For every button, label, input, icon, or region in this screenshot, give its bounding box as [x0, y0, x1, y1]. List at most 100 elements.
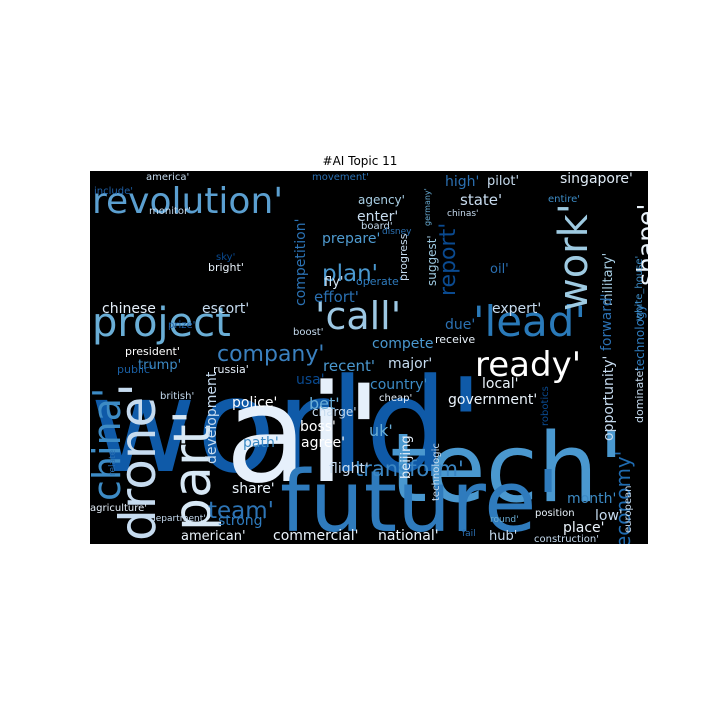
word-21: high': [445, 174, 479, 190]
word-56: boss': [300, 419, 336, 435]
word-98: receive: [435, 333, 475, 346]
word-89: sky': [216, 252, 235, 263]
word-62: dominate': [633, 368, 646, 423]
word-17: economy': [611, 451, 635, 544]
word-83: department': [150, 514, 206, 524]
word-25: enter': [357, 209, 398, 225]
word-42: public': [117, 363, 153, 376]
word-19: team': [208, 498, 274, 524]
word-93: operate': [356, 275, 402, 288]
word-71: place': [563, 520, 605, 536]
word-33: oil': [490, 262, 509, 277]
word-37: military': [601, 253, 616, 306]
word-3: future': [280, 453, 560, 544]
word-53: police': [232, 395, 277, 411]
word-23: state': [460, 191, 502, 209]
word-35: escort': [202, 301, 249, 317]
word-72: european: [623, 486, 634, 533]
word-66: flight': [329, 461, 369, 477]
word-82: agriculture': [90, 503, 147, 514]
word-47: major': [388, 356, 432, 372]
word-86: include': [94, 186, 133, 197]
word-64: path': [243, 435, 279, 451]
word-43: russia': [213, 363, 249, 376]
word-99: due': [445, 317, 475, 333]
word-1: ai': [225, 356, 382, 513]
word-67: beijing: [399, 435, 414, 479]
word-11: ready': [475, 345, 581, 385]
word-87: monitor': [149, 206, 191, 217]
word-7: revolution': [92, 181, 283, 222]
word-70: low': [595, 508, 623, 524]
word-68: technologic: [431, 443, 442, 501]
word-50: government': [448, 392, 537, 408]
word-20: singapore': [560, 171, 633, 187]
word-26: prepare': [322, 231, 380, 247]
word-4: project: [92, 300, 231, 346]
word-2: tech': [390, 414, 624, 524]
word-5: 'call': [315, 294, 401, 338]
word-58: cheap': [379, 393, 412, 404]
word-15: report': [436, 223, 461, 296]
word-cloud-canvas: world'ai' tech'future' project 'call' 'lead'…: [90, 171, 648, 544]
word-95: chinas': [447, 209, 479, 219]
word-97: boost': [293, 327, 323, 338]
word-31: suggest': [425, 235, 439, 286]
word-0: world': [90, 350, 484, 502]
word-8: drone': [109, 383, 167, 541]
word-81: fail: [462, 529, 476, 539]
word-77: hub': [489, 529, 517, 544]
word-46: compete: [372, 336, 434, 352]
word-49: local': [482, 376, 518, 392]
word-96: prize': [168, 320, 195, 331]
word-69: month': [567, 491, 616, 507]
word-28: effort': [314, 288, 359, 306]
word-94: entire': [548, 194, 580, 205]
chart-title: #AI Topic 11: [322, 154, 398, 168]
word-75: commercial': [273, 528, 359, 544]
word-76: national': [378, 528, 439, 544]
word-27: fly': [324, 275, 343, 290]
word-91: board': [361, 221, 393, 232]
word-61: opportunity': [601, 356, 617, 441]
word-13: shape': [632, 204, 648, 286]
word-52: development: [204, 371, 220, 464]
word-44: usa': [296, 372, 325, 388]
word-30: progress: [397, 233, 410, 281]
word-88: movement': [312, 172, 369, 183]
word-85: america': [146, 172, 189, 183]
word-34: chinese: [102, 301, 156, 317]
word-55: charge': [312, 405, 357, 419]
word-60: robotics: [540, 386, 551, 426]
word-59: uk': [369, 421, 393, 440]
word-84: relate: [108, 449, 118, 476]
word-14: plan': [322, 261, 378, 287]
word-63: forward': [599, 293, 615, 351]
word-79: position: [535, 508, 575, 519]
word-10: work': [551, 203, 597, 311]
word-90: bright': [208, 261, 244, 274]
word-16: transform': [355, 457, 464, 481]
word-73: strong': [218, 513, 266, 529]
word-51: british': [160, 391, 194, 402]
word-22: pilot': [487, 174, 519, 189]
word-24: agency': [358, 193, 405, 207]
word-45: recent': [323, 357, 375, 375]
word-36: expert': [492, 301, 541, 317]
word-cloud: world' ai' tech' future' project 'call' 'lead'…: [90, 171, 648, 544]
word-41: trump': [138, 358, 181, 373]
word-29: competition': [293, 219, 309, 306]
word-48: country': [370, 377, 427, 393]
word-40: president': [125, 345, 180, 358]
word-57: agree': [301, 435, 345, 451]
word-92: disney: [382, 227, 412, 237]
word-54: bet': [309, 394, 340, 413]
word-6: 'lead': [473, 297, 586, 346]
word-74: american': [181, 529, 246, 544]
word-65: share': [232, 481, 275, 497]
word-39: white_house': [634, 256, 645, 321]
word-78: construction': [534, 534, 599, 544]
word-32: germany': [423, 188, 432, 226]
word-9: part': [163, 410, 223, 531]
word-80: round': [490, 515, 519, 525]
